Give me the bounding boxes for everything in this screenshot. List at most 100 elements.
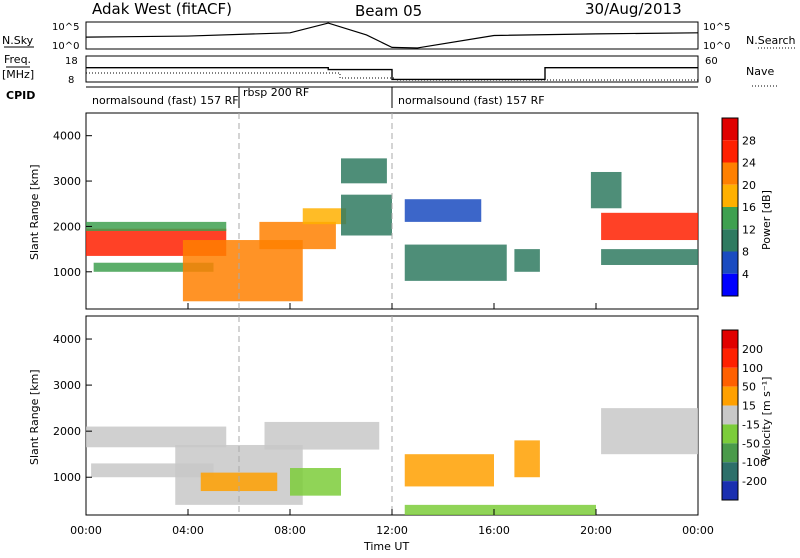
- colorbar-tick-label: 8: [742, 246, 749, 259]
- velocity-colorbar: 200 100 50 15 -15 -50 -100 -200: [721, 329, 767, 501]
- colorbar-tick-label: 20: [742, 179, 756, 192]
- beam-label: Beam 05: [355, 2, 422, 20]
- colorbar-swatch: [722, 162, 738, 185]
- colorbar-frame: [721, 117, 739, 297]
- data-region-0-6: [341, 194, 392, 236]
- x-tick-label: 12:00: [376, 524, 408, 537]
- colorbar-tick-label: 100: [742, 362, 763, 375]
- x-tick-label: 04:00: [172, 524, 204, 537]
- nsky-tick-bottom: 10^0: [52, 41, 79, 52]
- nsearch-tick-bottom: 10^0: [703, 41, 730, 52]
- y-tick-label: 1000: [53, 266, 81, 279]
- freq-tick-top: 18: [65, 56, 78, 67]
- nsky-panel-frame: [85, 21, 699, 50]
- colorbar-tick-label: -100: [742, 456, 767, 469]
- y-tick-label: 1000: [53, 471, 81, 484]
- colorbar-tick-label: 12: [742, 223, 756, 236]
- colorbar-tick-label: 28: [742, 134, 756, 147]
- nave-tick-top: 60: [705, 56, 718, 67]
- colorbar-tick-label: 15: [742, 400, 756, 413]
- data-region-0-12: [601, 249, 698, 265]
- freq-label: Freq.: [4, 53, 31, 66]
- colorbar-swatch: [722, 443, 738, 463]
- colorbar-swatch: [722, 140, 738, 163]
- colorbar-swatch: [722, 405, 738, 425]
- colorbar-tick-label: -200: [742, 475, 767, 488]
- colorbar-swatch: [722, 118, 738, 141]
- date-label: 30/Aug/2013: [585, 0, 682, 18]
- data-region-0-4: [259, 221, 336, 250]
- data-region-0-13: [590, 171, 622, 209]
- data-region-1-4: [264, 421, 380, 450]
- colorbar-tick-label: 24: [742, 157, 756, 170]
- y-tick-label: 3000: [53, 379, 81, 392]
- nsky-series-line: [85, 22, 699, 49]
- power-data-regions: [86, 158, 698, 302]
- colorbar-tick-label: 50: [742, 381, 756, 394]
- freq-units: [MHz]: [2, 68, 34, 81]
- cpid-segment-3: normalsound (fast) 157 RF: [398, 94, 545, 107]
- data-region-0-10: [514, 249, 540, 272]
- nave-label: Nave: [746, 65, 774, 78]
- y-tick-label: 2000: [53, 220, 81, 233]
- colorbar-swatch: [722, 251, 738, 274]
- colorbar-tick-label: -50: [742, 437, 760, 450]
- nsearch-tick-top: 10^5: [703, 22, 730, 33]
- y-tick-label: 4000: [53, 130, 81, 143]
- power-y-label: Slant Range [km]: [28, 164, 41, 260]
- velocity-data-regions: [86, 408, 698, 515]
- data-region-0-2: [93, 262, 214, 272]
- colorbar-swatch: [722, 367, 738, 387]
- power-y-ticks: 1000 2000 3000 4000: [53, 130, 92, 279]
- colorbar-swatch: [722, 330, 738, 349]
- freq-panel-frame: [85, 55, 699, 83]
- x-tick-label: 00:00: [70, 524, 102, 537]
- radar-title: Adak West (fitACF): [92, 0, 232, 18]
- x-tick-label: 20:00: [580, 524, 612, 537]
- data-region-0-8: [404, 244, 507, 281]
- nsky-label: N.Sky: [2, 34, 34, 47]
- data-region-0-1: [86, 221, 227, 231]
- data-region-1-9: [601, 408, 698, 455]
- power-colorbar: 4 8 12 16 20 24 28: [721, 117, 756, 297]
- nsearch-label: N.Search: [746, 34, 796, 47]
- colorbar-swatch: [722, 462, 738, 482]
- velocity-y-ticks: 1000 2000 3000 4000: [53, 333, 92, 484]
- nave-tick-bottom: 0: [705, 75, 711, 86]
- x-tick-label: 08:00: [274, 524, 306, 537]
- colorbar-swatch: [722, 207, 738, 230]
- freq-series-line: [86, 67, 698, 81]
- y-tick-label: 2000: [53, 425, 81, 438]
- colorbar-frame: [721, 329, 739, 501]
- x-axis-label: Time UT: [363, 540, 409, 553]
- y-tick-label: 4000: [53, 333, 81, 346]
- cpid-label: CPID: [6, 89, 35, 102]
- x-tick-label: 16:00: [478, 524, 510, 537]
- nsky-tick-top: 10^5: [52, 22, 79, 33]
- data-region-1-6: [404, 454, 494, 487]
- x-axis-ticks: 00:00 04:00 08:00 12:00 16:00 20:00 00:00: [70, 303, 714, 537]
- data-region-0-5: [302, 208, 347, 225]
- data-region-0-11: [601, 212, 698, 241]
- data-region-1-7: [514, 440, 540, 478]
- y-tick-label: 3000: [53, 175, 81, 188]
- data-region-0-7: [341, 158, 387, 184]
- velocity-y-label: Slant Range [km]: [28, 369, 41, 465]
- colorbar-swatch: [722, 481, 738, 500]
- colorbar-tick-label: -15: [742, 418, 760, 431]
- x-tick-label: 00:00: [682, 524, 714, 537]
- colorbar-swatch: [722, 386, 738, 406]
- data-region-1-5: [290, 468, 341, 496]
- nave-series-line: [86, 72, 698, 81]
- cpid-segment-2: rbsp 200 RF: [243, 86, 309, 99]
- colorbar-swatch: [722, 273, 738, 296]
- colorbar-tick-label: 4: [742, 268, 749, 281]
- velocity-colorbar-label: Velocity [m s⁻¹]: [760, 377, 773, 462]
- data-region-1-0: [86, 426, 227, 448]
- colorbar-swatch: [722, 229, 738, 252]
- cpid-segment-1: normalsound (fast) 157 RF: [92, 94, 239, 107]
- freq-tick-bottom: 8: [68, 75, 74, 86]
- colorbar-swatch: [722, 184, 738, 207]
- data-region-1-8: [404, 504, 596, 515]
